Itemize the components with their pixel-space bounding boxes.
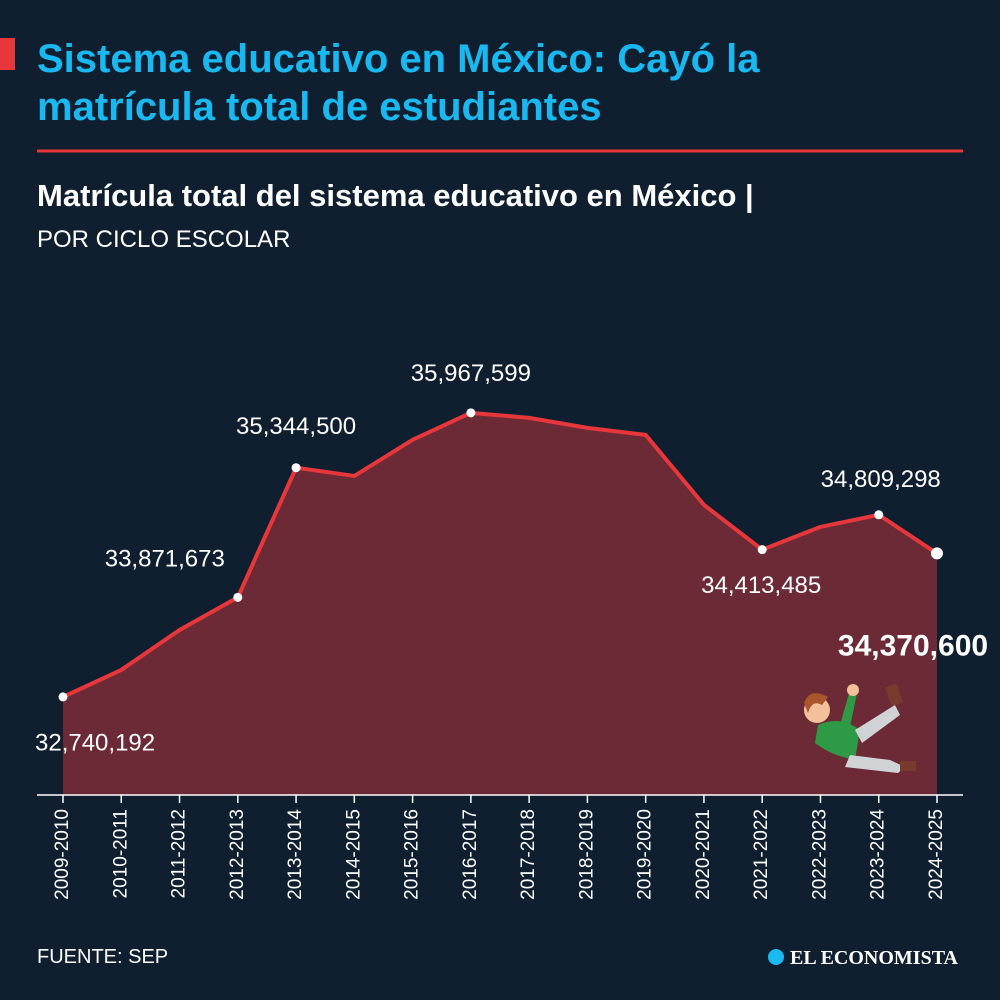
plot: 2009-2010 32,740,192 2010-2011 2011-2012 201… [35,360,988,900]
x-tick-label: 2024-2025 [926,809,947,900]
brand-logo [768,949,784,965]
source: FUENTE: SEP [37,946,168,968]
data-label: 33,871,673 [105,546,225,573]
area [63,412,937,795]
brand: EL ECONOMISTA [790,947,959,969]
line [62,410,939,699]
data-label: 35,344,500 [236,413,356,440]
x-tick-label: 2009-2010 [52,809,73,900]
x-tick-label: 2011-2012 [169,809,190,898]
x-tick-label: 2023-2024 [868,809,889,900]
x-tick-label: 2017-2018 [518,809,539,900]
point [233,592,243,602]
point [931,547,943,560]
x-tick-label: 2019-2020 [635,809,656,900]
x-tick-label: 2015-2016 [402,809,423,900]
x-tick-label: 2013-2014 [285,809,306,900]
data-label: 32,740,192 [35,729,155,756]
unit-note: POR CICLO ESCOLAR [37,226,290,253]
data-label: 34,370,600 [838,629,988,662]
chart-title: Sistema educativo en México: Cayó la matr… [37,37,760,129]
x-tick-label: 2010-2011 [110,809,131,898]
chart-subtitle: Matrícula total del sistema educativo en… [37,178,754,213]
x-tick-label: 2016-2017 [460,809,481,900]
data-label: 34,809,298 [821,466,941,493]
x-tick-label: 2022-2023 [809,809,830,900]
x-tick-label: 2018-2019 [576,809,597,900]
point [874,510,884,520]
illustration [804,683,916,773]
x-tick-label: 2021-2022 [751,809,772,900]
data-label: 34,413,485 [701,572,821,599]
point [757,545,767,555]
title-marker [0,38,15,70]
point [58,692,68,702]
point [466,408,476,418]
point [291,463,301,473]
data-label: 35,967,599 [411,360,531,387]
x-tick-label: 2012-2013 [227,809,248,900]
x-tick-label: 2020-2021 [693,809,714,900]
x-tick-label: 2014-2015 [343,809,364,900]
